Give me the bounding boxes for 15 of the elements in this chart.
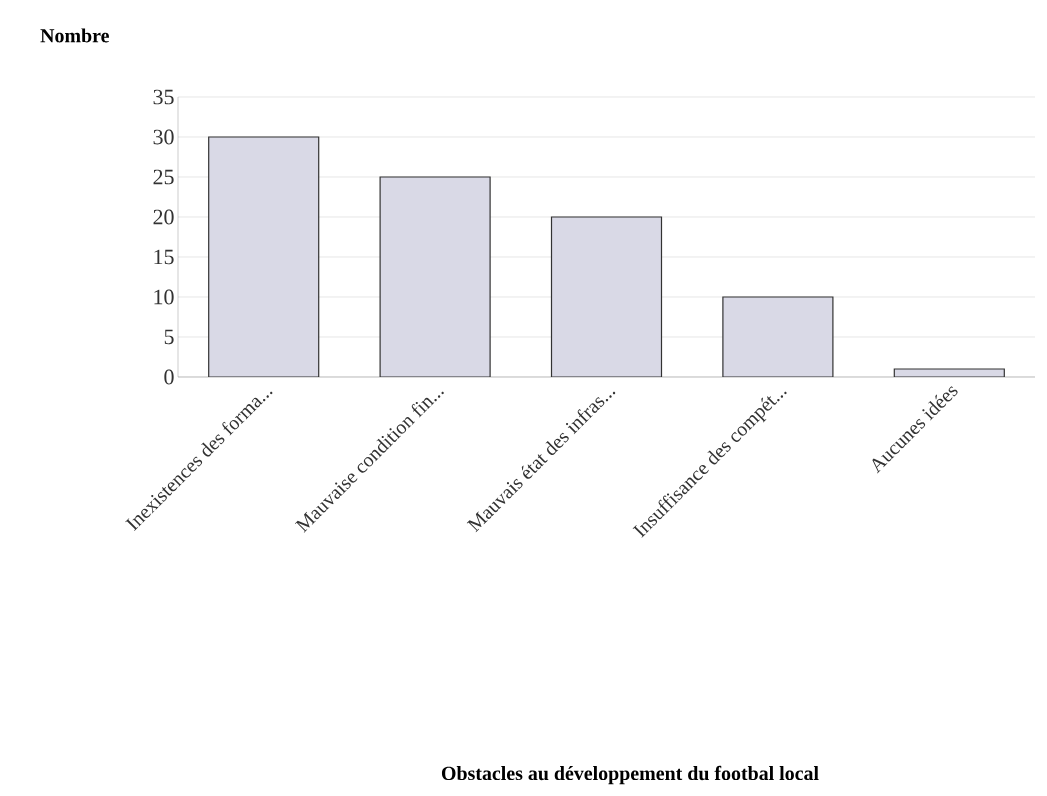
text: Obstacles au développement du footbal local [441,765,819,785]
y-tick-label: 25 [153,169,174,185]
bar [208,136,320,377]
y-tick-label: 0 [164,369,174,385]
y-tick-label: 20 [153,209,174,225]
bar [550,216,663,377]
y-tick-label: 35 [153,89,174,105]
y-tick-label: 5 [164,329,174,345]
y-tick-label: 10 [154,289,174,305]
y-axis-title: Nombre [40,28,109,43]
y-tick-label: 15 [154,249,174,265]
bar [722,296,834,377]
bar [379,176,491,377]
y-tick-label: 30 [153,129,174,145]
bar [893,368,1005,377]
